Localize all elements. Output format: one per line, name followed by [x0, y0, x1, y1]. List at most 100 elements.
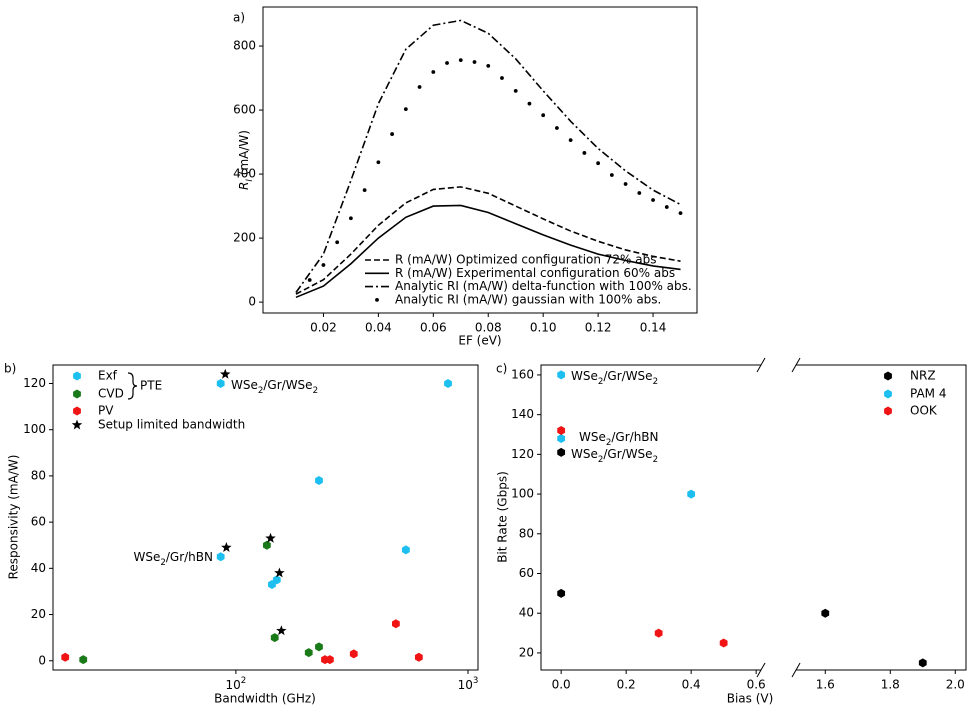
legend-marker — [884, 371, 892, 381]
y-tick-label: 0 — [38, 653, 46, 667]
data-point — [392, 619, 400, 629]
data-dot — [348, 216, 353, 221]
y-tick-label: 60 — [31, 515, 46, 529]
legend-marker — [73, 371, 81, 381]
legend-swatch — [375, 298, 379, 302]
data-dot — [403, 107, 408, 112]
panel-label: c) — [496, 362, 507, 376]
data-point — [315, 642, 323, 652]
y-tick-label: 60 — [519, 566, 534, 580]
data-dot — [609, 173, 614, 177]
legend-marker — [73, 406, 81, 416]
data-point — [557, 370, 566, 380]
data-dot — [472, 60, 477, 64]
data-point — [262, 540, 271, 550]
legend-marker — [884, 389, 892, 399]
data-point — [654, 628, 663, 638]
data-point — [276, 625, 287, 636]
y-tick-label: 800 — [233, 39, 256, 53]
data-dot — [362, 188, 367, 192]
data-point — [270, 633, 279, 643]
x-tick-label: 0.10 — [530, 321, 557, 335]
data-point — [557, 588, 566, 598]
panel-label: a) — [233, 11, 245, 25]
data-line — [295, 19, 681, 293]
y-axis-label: Responsivity (mA/W) — [7, 455, 21, 580]
legend-marker — [71, 419, 83, 430]
data-point — [221, 542, 232, 552]
legend-label: OOK — [910, 404, 938, 418]
data-point — [557, 447, 566, 457]
x-axis-label: Bandwidth (GHz) — [214, 692, 316, 706]
data-point — [414, 652, 423, 662]
data-dot — [664, 205, 669, 209]
legend-label: PV — [98, 404, 114, 418]
x-axis-label: EF (eV) — [458, 334, 501, 348]
data-dot — [678, 211, 683, 216]
legend-group-label: PTE — [140, 379, 162, 393]
x-tick-label: 2.0 — [946, 678, 965, 692]
panel-label: b) — [4, 362, 16, 376]
axis-break — [791, 662, 801, 678]
data-point — [274, 567, 285, 578]
x-tick-label: 0.06 — [420, 321, 447, 335]
legend-label: Exf — [98, 369, 118, 383]
y-tick-label: 160 — [511, 367, 534, 381]
axis-break — [756, 357, 766, 373]
data-dot — [637, 191, 642, 195]
data-point — [444, 378, 452, 388]
y-tick-label: 100 — [23, 422, 46, 436]
data-dot — [486, 63, 491, 68]
axis-break — [756, 662, 766, 678]
data-dot — [541, 113, 546, 118]
y-tick-label: 120 — [23, 376, 46, 390]
y-tick-label: 600 — [233, 103, 256, 117]
data-line — [295, 186, 681, 295]
data-dot — [568, 138, 573, 143]
y-tick-label: 0 — [248, 295, 256, 309]
axis-break — [791, 357, 801, 373]
y-tick-label: 40 — [519, 606, 534, 620]
axis-frame — [262, 6, 698, 314]
y-tick-label: 100 — [511, 487, 534, 501]
x-tick-label: 0.6 — [747, 678, 766, 692]
legend-label: R (mA/W) Optimized configuration 72% abs — [395, 253, 657, 267]
y-tick-label: 40 — [31, 561, 46, 575]
annotation: WSe2/Gr/WSe2 — [571, 447, 658, 465]
legend-label: Setup limited bandwidth — [98, 418, 245, 432]
legend-marker — [73, 389, 81, 399]
x-tick-label: 102 — [225, 676, 246, 692]
data-point — [220, 368, 231, 379]
legend-brace — [127, 372, 138, 400]
y-tick-label: 80 — [519, 526, 534, 540]
data-dot — [458, 58, 463, 63]
x-tick-label: 0.4 — [682, 678, 701, 692]
data-dot — [527, 101, 532, 106]
data-point — [821, 608, 830, 618]
data-dot — [445, 61, 449, 65]
data-dot — [307, 278, 312, 282]
data-point — [216, 552, 225, 562]
annotation: WSe2/Gr/WSe2 — [571, 369, 658, 387]
y-tick-label: 200 — [233, 231, 256, 245]
data-dot — [596, 161, 601, 166]
x-tick-label: 1.8 — [881, 678, 900, 692]
data-dot — [582, 151, 587, 155]
data-point — [349, 649, 358, 659]
x-tick-label: 0.14 — [640, 321, 667, 335]
x-tick-label: 103 — [458, 676, 479, 692]
data-point — [216, 378, 225, 388]
data-point — [918, 658, 927, 668]
data-dot — [335, 240, 340, 245]
data-point — [265, 532, 276, 543]
data-point — [315, 476, 323, 486]
data-dot — [431, 70, 436, 74]
data-point — [79, 655, 88, 665]
x-tick-label: 0.04 — [365, 321, 392, 335]
x-tick-label: 0.12 — [585, 321, 612, 335]
data-dot — [417, 85, 422, 89]
data-line — [295, 204, 681, 299]
data-point — [557, 433, 566, 443]
